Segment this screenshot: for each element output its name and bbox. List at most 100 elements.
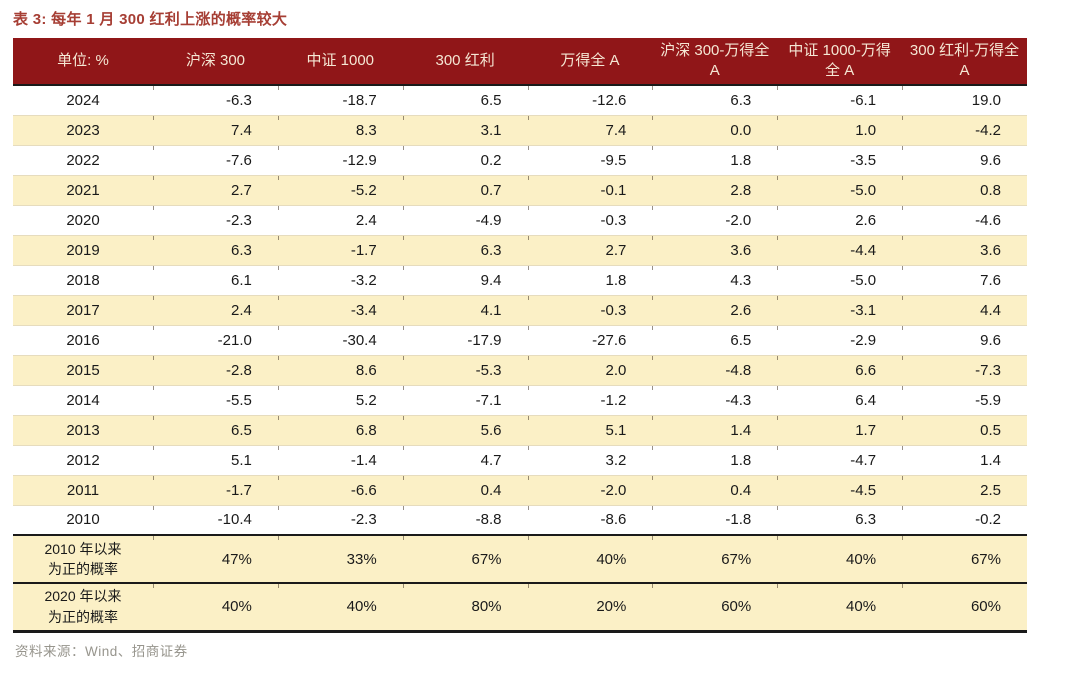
value-cell: 5.2 (277, 385, 403, 416)
value-cell: 2.7 (153, 175, 278, 206)
value-cell: -3.2 (277, 265, 403, 296)
probability-cell: 47% (153, 534, 278, 583)
value-cell: -6.6 (277, 475, 403, 506)
value-cell: -7.3 (902, 355, 1027, 386)
value-cell: 4.4 (902, 295, 1027, 326)
value-cell: 0.4 (652, 475, 778, 506)
probability-cell: 33% (277, 534, 403, 583)
value-cell: 9.4 (402, 265, 528, 296)
year-cell: 2015 (13, 355, 153, 386)
value-cell: -4.5 (777, 475, 903, 506)
value-cell: 19.0 (902, 85, 1027, 116)
value-cell: 3.2 (527, 445, 653, 476)
value-cell: 4.1 (402, 295, 528, 326)
year-cell: 2013 (13, 415, 153, 446)
value-cell: -5.3 (402, 355, 528, 386)
value-cell: 0.5 (902, 415, 1027, 446)
value-cell: -5.5 (153, 385, 278, 416)
year-cell: 2010 (13, 505, 153, 536)
year-cell: 2018 (13, 265, 153, 296)
value-cell: -2.3 (153, 205, 278, 236)
table-row: 2012 5.1 -1.4 4.7 3.2 1.8 -4.7 1.4 (13, 445, 1027, 476)
year-cell: 2022 (13, 145, 153, 176)
value-cell: 2.0 (527, 355, 653, 386)
table-body: 2024 -6.3 -18.7 6.5 -12.6 6.3 -6.1 19.0 2023 7.4 8… (13, 85, 1027, 536)
value-cell: -3.4 (277, 295, 403, 326)
value-cell: -7.6 (153, 145, 278, 176)
table-header: 单位: % 沪深 300 中证 1000 300 红利 万得全 A 沪深 300-万得全 … (13, 38, 1027, 86)
year-cell: 2021 (13, 175, 153, 206)
value-cell: -8.8 (402, 505, 528, 536)
table-title: 表 3: 每年 1 月 300 红利上涨的概率较大 (13, 11, 288, 28)
summary-label-cell: 2010 年以来 为正的概率 (13, 534, 153, 583)
column-header: 沪深 300-万得全 A (652, 38, 778, 86)
value-cell: -8.6 (527, 505, 653, 536)
table-row: 2018 6.1 -3.2 9.4 1.8 4.3 -5.0 7.6 (13, 265, 1027, 296)
value-cell: -4.8 (652, 355, 778, 386)
probability-cell: 80% (402, 582, 528, 633)
value-cell: 2.4 (277, 205, 403, 236)
year-cell: 2011 (13, 475, 153, 506)
value-cell: -18.7 (277, 85, 403, 116)
column-header: 中证 1000 (277, 38, 403, 86)
year-cell: 2016 (13, 325, 153, 356)
value-cell: -2.0 (527, 475, 653, 506)
table-row: 2016 -21.0 -30.4 -17.9 -27.6 6.5 -2.9 9.6 (13, 325, 1027, 356)
value-cell: 6.1 (153, 265, 278, 296)
value-cell: -0.1 (527, 175, 653, 206)
value-cell: -1.4 (277, 445, 403, 476)
header-row: 单位: % 沪深 300 中证 1000 300 红利 万得全 A 沪深 300-万得全 … (13, 38, 1027, 86)
table-row: 2020 -2.3 2.4 -4.9 -0.3 -2.0 2.6 -4.6 (13, 205, 1027, 236)
value-cell: 8.3 (277, 115, 403, 146)
value-cell: 6.6 (777, 355, 903, 386)
table-row: 2024 -6.3 -18.7 6.5 -12.6 6.3 -6.1 19.0 (13, 85, 1027, 116)
value-cell: 4.7 (402, 445, 528, 476)
probability-cell: 40% (777, 534, 903, 583)
probability-cell: 40% (277, 582, 403, 633)
table-row: 2010 -10.4 -2.3 -8.8 -8.6 -1.8 6.3 -0.2 (13, 505, 1027, 536)
value-cell: 5.1 (153, 445, 278, 476)
value-cell: -3.5 (777, 145, 903, 176)
year-cell: 2014 (13, 385, 153, 416)
year-cell: 2012 (13, 445, 153, 476)
value-cell: 1.7 (777, 415, 903, 446)
value-cell: 1.8 (652, 445, 778, 476)
probability-cell: 40% (527, 534, 653, 583)
value-cell: -5.9 (902, 385, 1027, 416)
value-cell: -2.0 (652, 205, 778, 236)
probability-cell: 60% (902, 582, 1027, 633)
value-cell: 0.7 (402, 175, 528, 206)
source-note: 资料来源：Wind、招商证券 (15, 643, 188, 659)
year-cell: 2024 (13, 85, 153, 116)
table-row: 2013 6.5 6.8 5.6 5.1 1.4 1.7 0.5 (13, 415, 1027, 446)
value-cell: 3.1 (402, 115, 528, 146)
value-cell: 9.6 (902, 145, 1027, 176)
summary-label-line: 2010 年以来 (44, 540, 122, 557)
value-cell: 6.3 (652, 85, 778, 116)
value-cell: 1.8 (527, 265, 653, 296)
value-cell: 1.0 (777, 115, 903, 146)
column-header: 沪深 300 (153, 38, 278, 86)
value-cell: -0.3 (527, 205, 653, 236)
value-cell: -27.6 (527, 325, 653, 356)
value-cell: -2.9 (777, 325, 903, 356)
value-cell: 2.7 (527, 235, 653, 266)
summary-label-line: 为正的概率 (48, 608, 118, 625)
column-header: 中证 1000-万得全 A (777, 38, 903, 86)
value-cell: 5.6 (402, 415, 528, 446)
summary-label-cell: 2020 年以来 为正的概率 (13, 582, 153, 633)
probability-cell: 67% (902, 534, 1027, 583)
probability-cell: 67% (652, 534, 778, 583)
value-cell: 6.5 (153, 415, 278, 446)
table-row: 2019 6.3 -1.7 6.3 2.7 3.6 -4.4 3.6 (13, 235, 1027, 266)
probability-cell: 20% (527, 582, 653, 633)
value-cell: -1.8 (652, 505, 778, 536)
value-cell: -4.6 (902, 205, 1027, 236)
value-cell: -5.2 (277, 175, 403, 206)
value-cell: 2.6 (652, 295, 778, 326)
value-cell: 7.6 (902, 265, 1027, 296)
value-cell: -30.4 (277, 325, 403, 356)
value-cell: -2.8 (153, 355, 278, 386)
value-cell: 6.5 (652, 325, 778, 356)
value-cell: 0.2 (402, 145, 528, 176)
